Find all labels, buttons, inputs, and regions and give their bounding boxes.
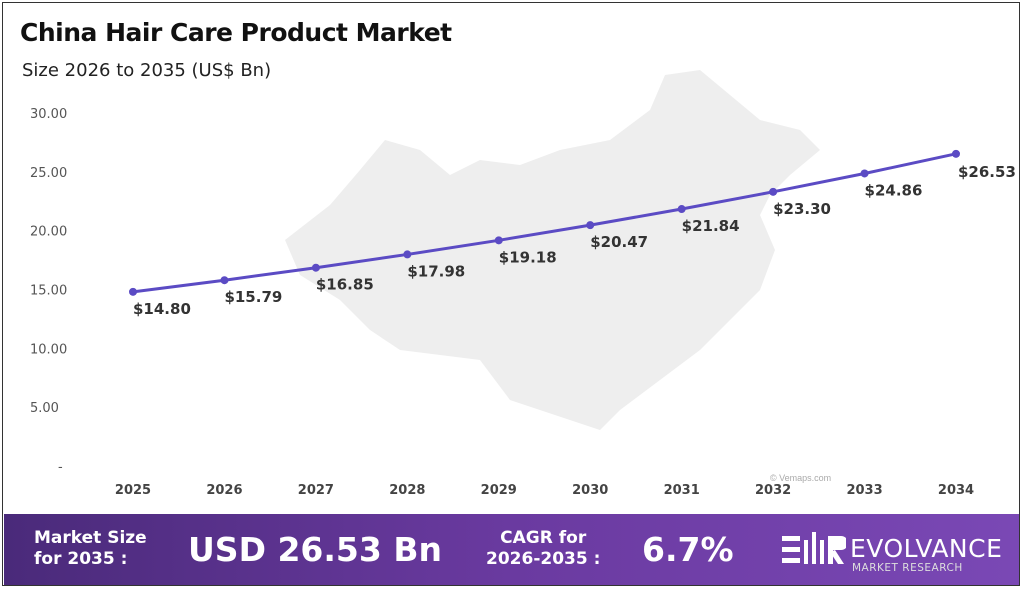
data-label: $26.53 [958,163,1016,181]
data-point [677,205,686,214]
data-label: $17.98 [407,262,465,280]
x-tick-label: 2030 [572,483,608,498]
x-tick-label: 2029 [481,483,517,498]
summary-banner: Market Size for 2035 : USD 26.53 Bn CAGR… [4,514,1019,585]
y-tick-label: 15.00 [30,284,67,299]
x-tick-label: 2026 [206,483,242,498]
x-tick-label: 2025 [115,483,151,498]
cagr-value: 6.7% [642,530,734,569]
data-label: $21.84 [682,217,740,235]
data-label: $23.30 [773,200,831,218]
data-label: $15.79 [224,288,282,306]
data-point [769,187,778,196]
y-tick-label: - [58,460,63,475]
evolvance-logo: EVOLVANCE MARKET RESEARCH [780,528,1002,576]
data-point [586,221,595,230]
data-point [220,276,229,285]
market-size-label: Market Size for 2035 : [34,528,147,570]
x-tick-label: 2034 [938,483,974,498]
chart-title: China Hair Care Product Market [20,18,452,47]
x-tick-label: 2031 [664,483,700,498]
logo-text: EVOLVANCE [850,534,1003,563]
chart-subtitle: Size 2026 to 2035 (US$ Bn) [22,60,272,81]
data-label: $14.80 [133,300,191,318]
data-point [129,287,137,296]
emr-logo-icon [782,532,848,564]
data-label: $24.86 [865,181,923,199]
x-tick-label: 2032 [755,483,791,498]
x-tick-label: 2033 [846,483,882,498]
china-map-watermark [285,70,820,430]
cagr-label: CAGR for 2026-2035 : [486,528,600,570]
x-tick-label: 2028 [389,483,425,498]
market-size-value: USD 26.53 Bn [188,530,442,569]
y-tick-label: 25.00 [30,166,67,181]
series-line [132,152,957,294]
y-tick-label: 30.00 [30,107,67,122]
watermark-text: © Vemaps.com [770,473,831,483]
market-size-label-line2: for 2035 : [34,549,128,569]
data-point [952,149,960,158]
logo-subtext: MARKET RESEARCH [852,562,963,574]
data-point [494,236,503,245]
data-point [860,169,869,178]
cagr-label-line2: 2026-2035 : [486,549,601,569]
market-size-label-line1: Market Size [34,528,147,548]
data-point [311,263,320,272]
data-label: $20.47 [590,233,648,251]
data-point [403,250,412,259]
cagr-label-line1: CAGR for [500,528,587,548]
data-label: $19.18 [499,248,557,266]
line-chart: © Vemaps.com - 5.00 10.00 15.00 20.00 25.00 30… [30,70,1016,498]
x-tick-label: 2027 [298,483,334,498]
data-label: $16.85 [316,276,374,294]
y-tick-label: 5.00 [30,401,59,416]
y-tick-label: 10.00 [30,342,67,357]
y-tick-label: 20.00 [30,225,67,240]
